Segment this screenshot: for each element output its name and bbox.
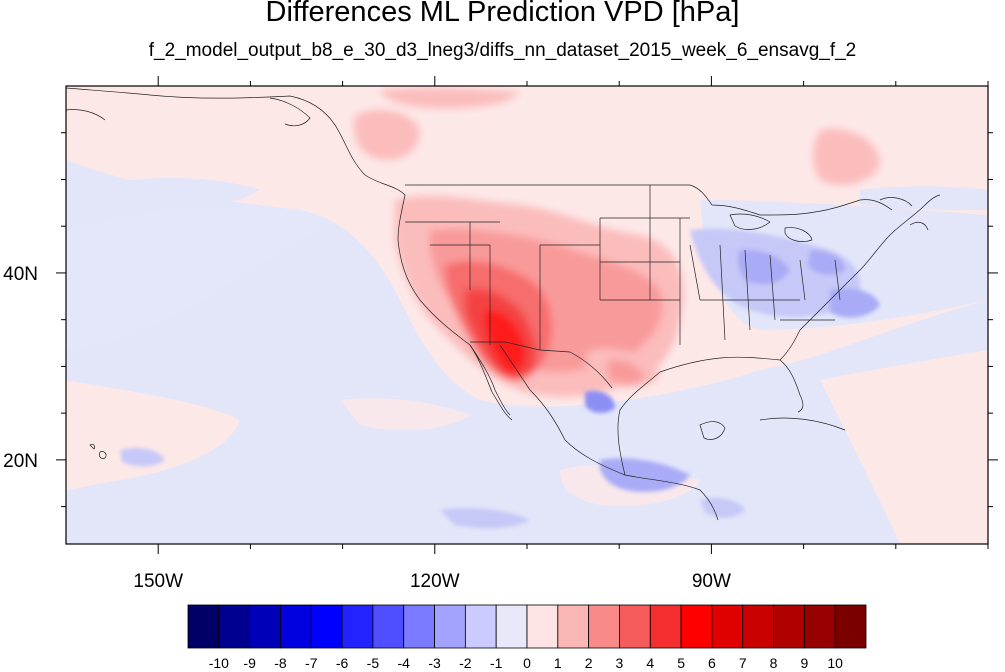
colorbar-swatch xyxy=(341,604,374,649)
colorbar-swatch xyxy=(649,604,682,649)
colorbar-label: -2 xyxy=(459,655,472,671)
colorbar-swatch xyxy=(280,604,312,649)
colorbar-label: -7 xyxy=(305,655,318,671)
colorbar-swatch xyxy=(464,604,497,649)
negative-anomaly-field xyxy=(120,228,880,529)
lon-label: 120W xyxy=(410,571,460,592)
colorbar-labels: -10 -9 -8 -7 -6 -5 -4 -3 -2 -1 0 1 2 3 4 5 6 7 8 9 10 xyxy=(209,655,843,671)
lat-label: 40N xyxy=(3,264,38,285)
colorbar-swatch xyxy=(803,604,836,649)
colorbar-swatch xyxy=(557,604,590,649)
colorbar-label: -6 xyxy=(336,655,349,671)
colorbar-label: 1 xyxy=(554,655,562,671)
colorbar-swatch xyxy=(742,604,774,649)
map-field xyxy=(66,86,988,544)
colorbar-label: 3 xyxy=(616,655,624,671)
colorbar-swatch xyxy=(834,604,867,649)
colorbar xyxy=(187,604,867,649)
colorbar-swatch xyxy=(218,604,251,649)
colorbar-swatch xyxy=(619,604,651,649)
lon-label: 90W xyxy=(692,571,731,592)
colorbar-label: 9 xyxy=(800,655,808,671)
colorbar-swatch xyxy=(680,604,713,649)
colorbar-label: -5 xyxy=(367,655,380,671)
colorbar-label: -4 xyxy=(398,655,411,671)
colorbar-label: -3 xyxy=(428,655,441,671)
colorbar-swatch xyxy=(711,604,744,649)
latitude-labels: 40N 20N xyxy=(3,264,38,472)
longitude-labels: 150W 120W 90W xyxy=(133,571,731,592)
colorbar-swatch xyxy=(403,604,435,649)
lon-label: 150W xyxy=(133,571,183,592)
colorbar-swatch xyxy=(526,604,559,649)
colorbar-swatch xyxy=(495,604,528,649)
ocean-positive-regions xyxy=(66,350,988,544)
colorbar-swatch xyxy=(773,604,805,649)
colorbar-swatch xyxy=(434,604,466,649)
map-title: Differences ML Prediction VPD [hPa] xyxy=(265,0,740,28)
colorbar-swatch xyxy=(372,604,405,649)
colorbar-swatch xyxy=(310,604,343,649)
map-subtitle: f_2_model_output_b8_e_30_d3_lneg3/diffs_… xyxy=(148,40,857,61)
colorbar-label: 0 xyxy=(523,655,531,671)
colorbar-label: 5 xyxy=(677,655,685,671)
colorbar-label: -10 xyxy=(209,655,229,671)
colorbar-swatch xyxy=(187,604,220,649)
coastlines-and-borders xyxy=(66,87,941,521)
colorbar-label: 8 xyxy=(770,655,778,671)
colorbar-label: 10 xyxy=(827,655,843,671)
colorbar-label: -8 xyxy=(274,655,287,671)
colorbar-label: 4 xyxy=(646,655,654,671)
colorbar-label: -1 xyxy=(490,655,503,671)
positive-anomaly-field xyxy=(354,87,880,397)
colorbar-label: 2 xyxy=(585,655,593,671)
colorbar-label: -9 xyxy=(243,655,256,671)
colorbar-label: 6 xyxy=(708,655,716,671)
lat-label: 20N xyxy=(3,451,38,472)
colorbar-swatch xyxy=(249,604,281,649)
colorbar-swatch xyxy=(588,604,620,649)
axis-ticks xyxy=(56,76,998,554)
colorbar-label: 7 xyxy=(739,655,747,671)
